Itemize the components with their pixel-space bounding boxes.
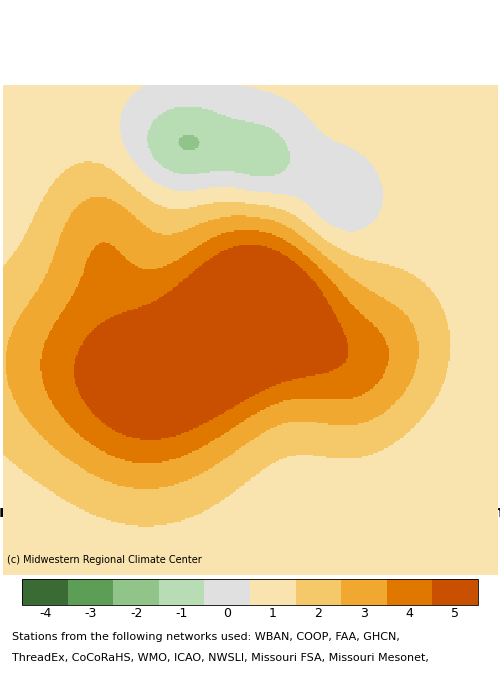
Text: 1: 1 (269, 608, 276, 621)
Text: ThreadEx, CoCoRaHS, WMO, ICAO, NWSLI, Missouri FSA, Missouri Mesonet,: ThreadEx, CoCoRaHS, WMO, ICAO, NWSLI, Mi… (12, 653, 430, 663)
Bar (22, 579, 68, 605)
Bar (68, 579, 114, 605)
Text: -1: -1 (176, 608, 188, 621)
Bar (341, 579, 386, 605)
Bar (159, 579, 204, 605)
Bar (250, 579, 296, 605)
Text: -2: -2 (130, 608, 142, 621)
Text: -3: -3 (84, 608, 97, 621)
Text: (c) Midwestern Regional Climate Center: (c) Midwestern Regional Climate Center (8, 555, 202, 565)
Text: April 01, 2019 to April 30, 2019: April 01, 2019 to April 30, 2019 (141, 546, 359, 559)
Bar (296, 579, 341, 605)
Text: Average Temperature (°F): Departure from 1981-2010 Normals: Average Temperature (°F): Departure from… (0, 505, 500, 521)
Text: -4: -4 (39, 608, 52, 621)
Text: Stations from the following networks used: WBAN, COOP, FAA, GHCN,: Stations from the following networks use… (12, 632, 400, 642)
Bar (204, 579, 250, 605)
Bar (432, 579, 478, 605)
Text: 2: 2 (314, 608, 322, 621)
Bar (22, 579, 477, 605)
Text: 3: 3 (360, 608, 368, 621)
Bar (386, 579, 432, 605)
Bar (114, 579, 159, 605)
Text: 4: 4 (406, 608, 413, 621)
Text: 0: 0 (223, 608, 231, 621)
Text: 5: 5 (451, 608, 459, 621)
